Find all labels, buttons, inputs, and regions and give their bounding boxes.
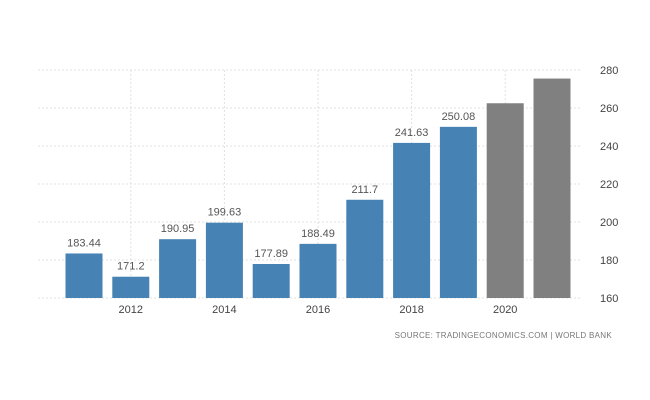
x-tick-label: 2012 [119,304,143,316]
bar[interactable] [533,78,571,298]
y-axis: 160 180 200 220 240 260 280 [600,65,618,305]
bar-value-label: 183.44 [67,237,101,249]
bar[interactable] [252,264,290,298]
y-tick-label: 180 [600,255,618,267]
y-tick-label: 280 [600,65,618,77]
x-axis: 2012 2014 2016 2018 2020 [119,304,518,316]
bar[interactable] [205,222,243,298]
bar-value-label: 211.7 [351,184,378,196]
bar-value-label: 250.08 [442,111,476,123]
bar[interactable] [346,199,384,298]
bar-value-label: 171.2 [117,261,145,273]
bar-value-label: 199.63 [208,207,242,219]
y-tick-label: 200 [600,217,618,229]
bar[interactable] [299,243,337,298]
bar[interactable] [439,126,477,299]
bars [65,78,571,299]
bar[interactable] [112,276,150,298]
data-labels: 183.44 171.2 190.95 199.63 177.89 188.49 211.7… [67,111,475,273]
y-tick-label: 240 [600,141,618,153]
x-tick-label: 2016 [306,304,330,316]
bar-value-label: 188.49 [301,228,335,240]
bar[interactable] [486,103,524,298]
source-note: SOURCE: TRADINGECONOMICS.COM | WORLD BAN… [395,331,613,340]
bar[interactable] [65,253,103,298]
x-tick-label: 2018 [399,304,423,316]
x-tick-label: 2014 [212,304,236,316]
bar-value-label: 190.95 [161,223,195,235]
bar[interactable] [159,239,197,298]
x-tick-label: 2020 [493,304,517,316]
y-tick-label: 260 [600,103,618,115]
bar-value-label: 241.63 [395,127,429,139]
bar[interactable] [393,142,431,298]
y-tick-label: 220 [600,179,618,191]
bar-value-label: 177.89 [254,248,288,260]
y-tick-label: 160 [600,293,618,305]
